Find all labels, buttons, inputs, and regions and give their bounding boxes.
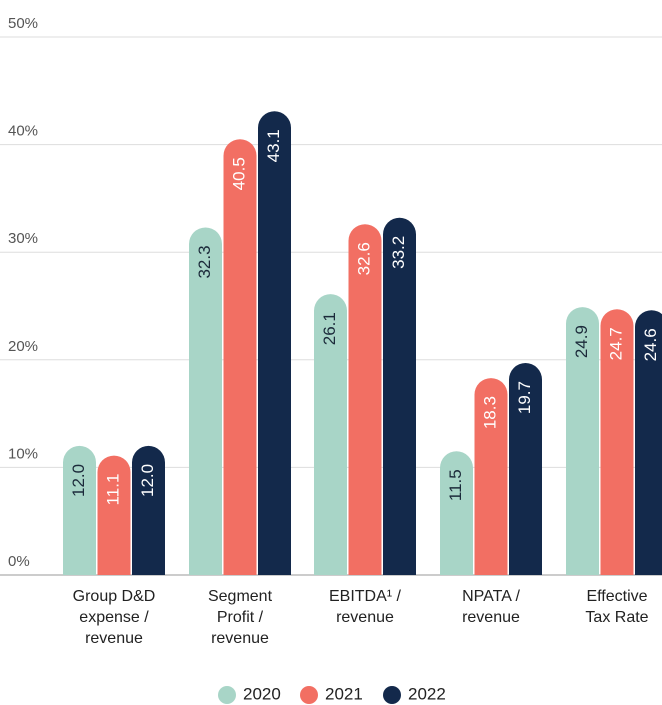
bar xyxy=(566,307,599,575)
bar xyxy=(474,378,508,575)
x-tick-label: Effective xyxy=(586,588,647,605)
y-tick-label: 30% xyxy=(8,230,38,247)
x-tick-label: expense / xyxy=(79,609,149,626)
x-tick-label: revenue xyxy=(336,609,394,626)
value-label: 19.7 xyxy=(515,381,534,414)
bar xyxy=(440,451,473,575)
x-tick-label: revenue xyxy=(211,630,269,647)
bar xyxy=(635,310,662,575)
bar xyxy=(223,139,257,575)
y-tick-label: 10% xyxy=(8,445,38,462)
x-tick-label: revenue xyxy=(462,609,520,626)
bar xyxy=(97,455,131,575)
bar xyxy=(348,224,382,575)
y-tick-label: 40% xyxy=(8,123,38,140)
bar xyxy=(509,363,542,575)
legend-label: 2022 xyxy=(408,684,446,703)
legend-label: 2021 xyxy=(325,684,363,703)
value-label: 12.0 xyxy=(69,464,88,497)
legend-swatch xyxy=(383,686,401,704)
y-tick-label: 20% xyxy=(8,338,38,355)
x-tick-label: revenue xyxy=(85,630,143,647)
value-label: 24.6 xyxy=(641,328,660,361)
bar xyxy=(63,445,96,575)
value-label: 24.9 xyxy=(572,325,591,358)
bar xyxy=(132,445,165,575)
value-label: 11.1 xyxy=(103,474,122,506)
x-tick-label: NPATA / xyxy=(462,588,520,605)
value-label: 32.6 xyxy=(354,242,373,275)
value-label: 11.5 xyxy=(446,469,465,501)
bar xyxy=(258,111,291,575)
x-tick-label: Segment xyxy=(208,588,273,605)
x-tick-label: Tax Rate xyxy=(585,609,648,626)
legend-label: 2020 xyxy=(243,684,281,703)
value-label: 12.0 xyxy=(138,464,157,497)
value-label: 24.7 xyxy=(606,327,625,360)
legend-swatch xyxy=(218,686,236,704)
y-tick-label: 50% xyxy=(8,15,38,32)
bar xyxy=(600,309,634,575)
legend-swatch xyxy=(300,686,318,704)
bar xyxy=(189,227,222,575)
x-tick-label: EBITDA¹ / xyxy=(329,588,402,605)
x-tick-label: Group D&D xyxy=(73,588,156,605)
bar xyxy=(383,217,416,575)
y-tick-label: 0% xyxy=(8,553,30,570)
value-label: 32.3 xyxy=(195,245,214,278)
value-label: 40.5 xyxy=(229,157,248,190)
bar xyxy=(314,294,347,575)
value-label: 26.1 xyxy=(320,312,339,345)
x-tick-label: Profit / xyxy=(217,609,264,626)
value-label: 18.3 xyxy=(480,396,499,429)
value-label: 33.2 xyxy=(389,236,408,269)
value-label: 43.1 xyxy=(264,129,283,162)
